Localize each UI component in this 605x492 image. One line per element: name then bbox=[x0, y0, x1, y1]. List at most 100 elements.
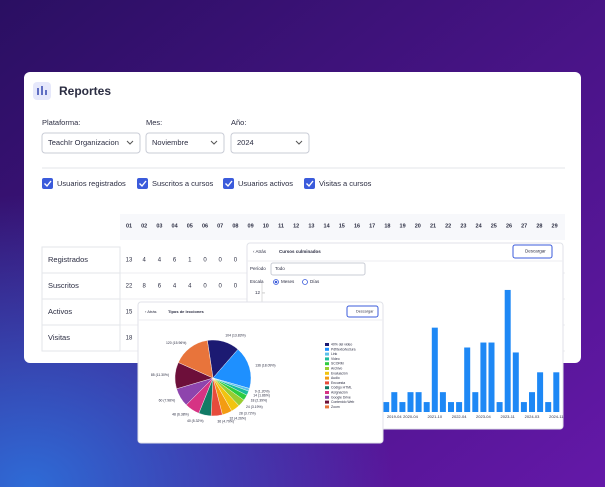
checkbox[interactable] bbox=[304, 178, 315, 189]
day-header: 19 bbox=[400, 223, 406, 229]
legend-swatch bbox=[325, 352, 329, 356]
legend-label: 40% del video bbox=[331, 342, 352, 346]
x-tick-label: 2020-04 bbox=[403, 414, 418, 419]
back-link: ‹ Atrás bbox=[253, 249, 267, 254]
y-tick-label: 12 bbox=[255, 290, 261, 295]
day-header: 21 bbox=[430, 223, 436, 229]
x-tick-label: 2024-11 bbox=[549, 414, 564, 419]
bar bbox=[537, 372, 544, 412]
bar bbox=[464, 347, 471, 412]
day-header: 20 bbox=[415, 223, 421, 229]
slice-label: 136 (18.09%) bbox=[255, 363, 275, 367]
day-header: 26 bbox=[506, 223, 512, 229]
slice-label: 85 (11.30%) bbox=[151, 373, 169, 377]
legend-label: Archivo bbox=[331, 366, 342, 370]
bar bbox=[456, 402, 463, 412]
day-header: 29 bbox=[552, 223, 558, 229]
report-title: Reportes bbox=[59, 84, 111, 98]
back-link: ‹ Atrás bbox=[145, 309, 157, 314]
bar bbox=[472, 392, 479, 412]
day-header: 09 bbox=[248, 223, 254, 229]
cell-value: 6 bbox=[158, 284, 162, 290]
download-label: Descargar bbox=[356, 310, 374, 314]
filter-label: Mes: bbox=[146, 118, 162, 127]
checkbox-label: Usuarios activos bbox=[238, 179, 293, 188]
x-tick-label: 2019-04 bbox=[387, 414, 402, 419]
bar bbox=[520, 402, 527, 412]
x-tick-label: 2023-11 bbox=[501, 414, 516, 419]
cell-value: 4 bbox=[188, 284, 192, 290]
filter-select[interactable] bbox=[230, 132, 310, 154]
day-header: 05 bbox=[187, 223, 193, 229]
checkbox[interactable] bbox=[42, 178, 53, 189]
legend-swatch bbox=[325, 386, 329, 390]
day-header: 22 bbox=[445, 223, 451, 229]
cell-value: 0 bbox=[203, 258, 207, 264]
checkbox-label: Suscritos a cursos bbox=[152, 179, 214, 188]
filter-value: 2024 bbox=[237, 138, 254, 147]
filter-label: Año: bbox=[231, 118, 246, 127]
download-button[interactable] bbox=[512, 244, 553, 259]
x-tick-label: 2024-03 bbox=[525, 414, 540, 419]
slice-label: 104 (13.83%) bbox=[225, 334, 245, 338]
bar bbox=[383, 402, 390, 412]
checkbox-tick bbox=[225, 180, 233, 188]
day-header: 02 bbox=[141, 223, 147, 229]
cell-value: 0 bbox=[234, 284, 238, 290]
cell-value: 4 bbox=[158, 258, 162, 264]
cell-value: 8 bbox=[143, 284, 147, 290]
legend-swatch bbox=[325, 391, 329, 394]
legend-label: Video bbox=[331, 357, 340, 361]
legend-label: Encuesta bbox=[331, 381, 345, 385]
slice-label: 14 (1.86%) bbox=[253, 394, 270, 398]
cell-value: 15 bbox=[126, 310, 133, 316]
cell-value: 4 bbox=[173, 284, 177, 290]
slice-label: 28 (3.72%) bbox=[239, 411, 256, 415]
day-header: 06 bbox=[202, 223, 208, 229]
period-value: Todo bbox=[275, 266, 285, 271]
day-header: 13 bbox=[308, 223, 314, 229]
legend-swatch bbox=[325, 400, 329, 404]
bar bbox=[431, 327, 438, 412]
checkbox-label: Usuarios registrados bbox=[57, 179, 126, 188]
bar bbox=[480, 342, 487, 412]
radio[interactable] bbox=[302, 279, 308, 285]
bar bbox=[415, 392, 422, 412]
checkbox[interactable] bbox=[223, 178, 234, 189]
bar bbox=[399, 402, 406, 412]
day-header: 12 bbox=[293, 223, 299, 229]
download-button[interactable] bbox=[346, 305, 379, 318]
slice-label: 32 (4.26%) bbox=[229, 417, 246, 421]
period-label: Período bbox=[250, 266, 266, 271]
legend-label: Evaluación bbox=[331, 371, 348, 375]
legend-label: Asignación bbox=[331, 390, 348, 394]
legend-swatch bbox=[325, 371, 329, 375]
legend-swatch bbox=[325, 367, 329, 370]
checkbox[interactable] bbox=[137, 178, 148, 189]
day-header: 25 bbox=[491, 223, 497, 229]
cell-value: 22 bbox=[126, 284, 133, 290]
table-header-strip bbox=[120, 214, 565, 240]
legend-swatch bbox=[325, 347, 329, 351]
day-header: 10 bbox=[263, 223, 269, 229]
select-arrow bbox=[295, 140, 303, 145]
legend-label: Contenido Web bbox=[331, 400, 354, 404]
day-header: 17 bbox=[369, 223, 375, 229]
slice-label: 60 (7.98%) bbox=[159, 398, 176, 402]
slice-label: 18 (2.39%) bbox=[251, 399, 268, 403]
checkbox-label: Visitas a cursos bbox=[319, 179, 372, 188]
day-header: 01 bbox=[126, 223, 132, 229]
bar bbox=[391, 392, 398, 412]
row-label: Suscritos bbox=[48, 281, 79, 290]
cell-value: 4 bbox=[143, 258, 147, 264]
row-label: Visitas bbox=[48, 333, 70, 342]
legend-label: Google Drive bbox=[331, 395, 351, 399]
radio-dot bbox=[274, 280, 278, 284]
filter-select[interactable] bbox=[145, 132, 225, 154]
row-label-cell bbox=[41, 298, 121, 326]
legend-label: Zoom bbox=[331, 405, 340, 409]
x-tick-label: 2023-04 bbox=[476, 414, 491, 419]
filter-select[interactable] bbox=[41, 132, 141, 154]
period-select[interactable] bbox=[270, 262, 366, 276]
